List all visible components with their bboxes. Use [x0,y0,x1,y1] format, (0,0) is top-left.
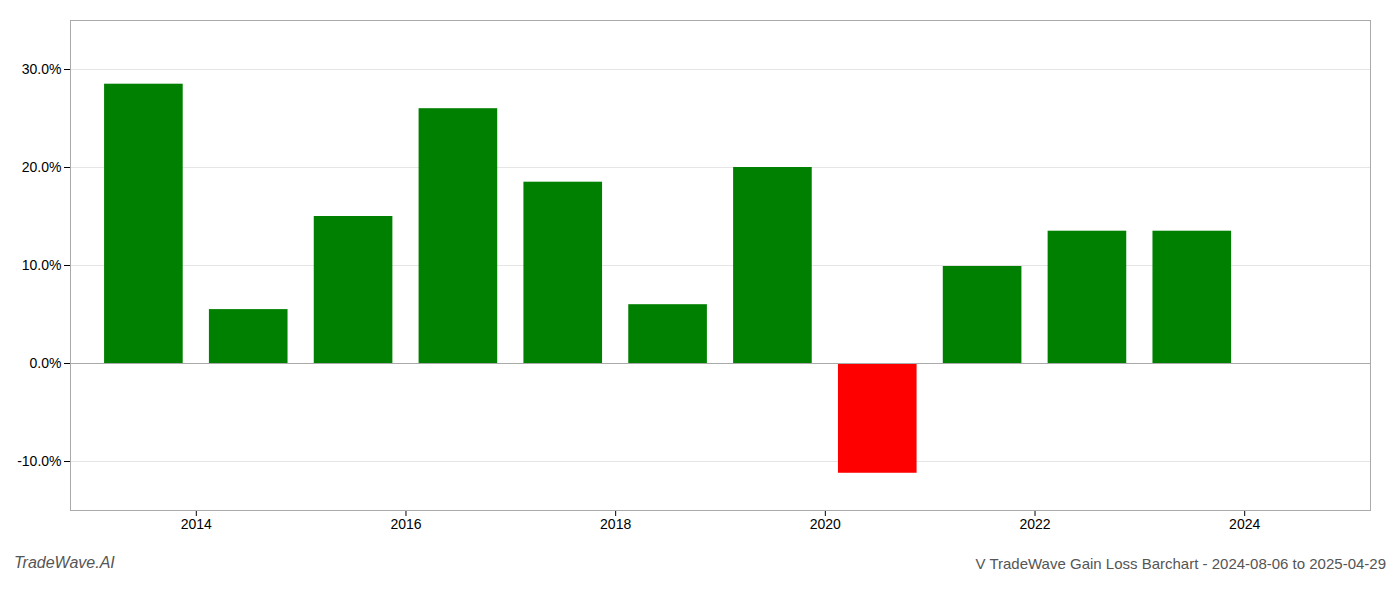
svg-text:20.0%: 20.0% [22,159,62,175]
svg-text:-10.0%: -10.0% [17,453,61,469]
svg-text:2024: 2024 [1229,516,1260,532]
svg-text:0.0%: 0.0% [30,355,62,371]
html-text:TradeWave.AI: TradeWave.AI [14,554,115,571]
svg-text:2020: 2020 [810,516,841,532]
svg-text:2022: 2022 [1019,516,1050,532]
svg-text:10.0%: 10.0% [22,257,62,273]
svg-text:2016: 2016 [390,516,421,532]
svg-text:30.0%: 30.0% [22,61,62,77]
svg-text:2014: 2014 [181,516,212,532]
html-text:V TradeWave Gain Loss Barchart: V TradeWave Gain Loss Barchart - 2024-08… [975,555,1386,572]
svg-text:2018: 2018 [600,516,631,532]
